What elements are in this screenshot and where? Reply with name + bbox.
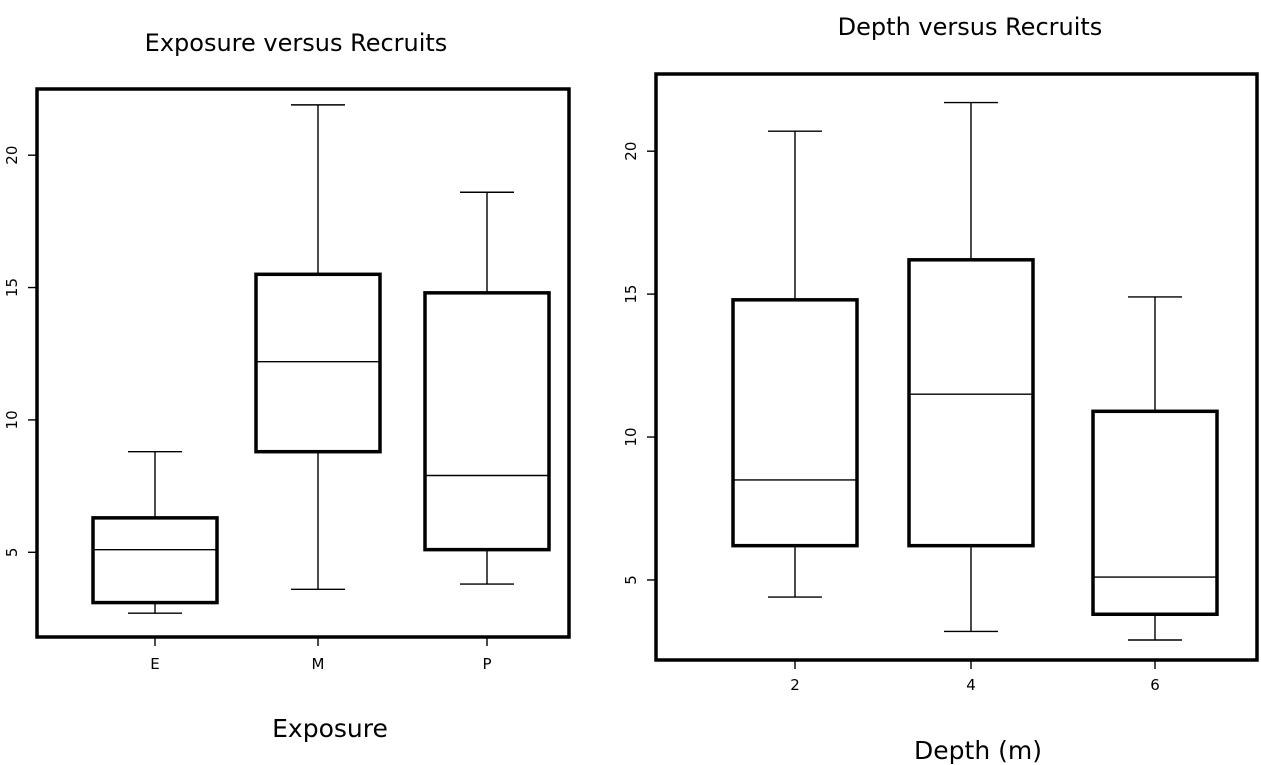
box-2 [731, 298, 859, 548]
box-P [423, 291, 551, 552]
plot-frame [35, 87, 571, 639]
x-axis-label: Depth (m) [914, 736, 1042, 765]
exposure-chart: Exposure versus Recruits Exposure 5 10 15 2… [3, 29, 571, 743]
x-tick-label: P [482, 655, 491, 673]
x-tick-label: M [312, 655, 325, 673]
chart-title: Depth versus Recruits [838, 13, 1103, 41]
x-axis-label: Exposure [272, 714, 388, 743]
box-E [91, 516, 219, 605]
plot-marks: 5 10 15 20 2 4 6 [622, 101, 1219, 694]
box-M [254, 272, 382, 454]
y-tick-label: 15 [3, 278, 21, 297]
box-4 [907, 258, 1035, 548]
x-tick-label: 4 [966, 676, 976, 694]
y-tick-label: 10 [3, 410, 21, 429]
box-6 [1091, 409, 1219, 617]
y-tick-label: 15 [622, 285, 640, 304]
y-tick-label: 10 [622, 427, 640, 446]
y-tick-label: 5 [622, 575, 640, 585]
plot-marks: 5 10 15 20 E M P [3, 104, 551, 673]
x-tick-label: 6 [1150, 676, 1160, 694]
x-tick-label: 2 [790, 676, 800, 694]
y-tick-label: 5 [3, 548, 21, 558]
depth-chart: Depth versus Recruits Depth (m) 5 10 15 20 2… [622, 13, 1259, 765]
x-tick-label: E [150, 655, 159, 673]
y-tick-label: 20 [3, 146, 21, 165]
plot-frame [654, 72, 1259, 662]
y-tick-label: 20 [622, 142, 640, 161]
chart-title: Exposure versus Recruits [145, 29, 448, 57]
